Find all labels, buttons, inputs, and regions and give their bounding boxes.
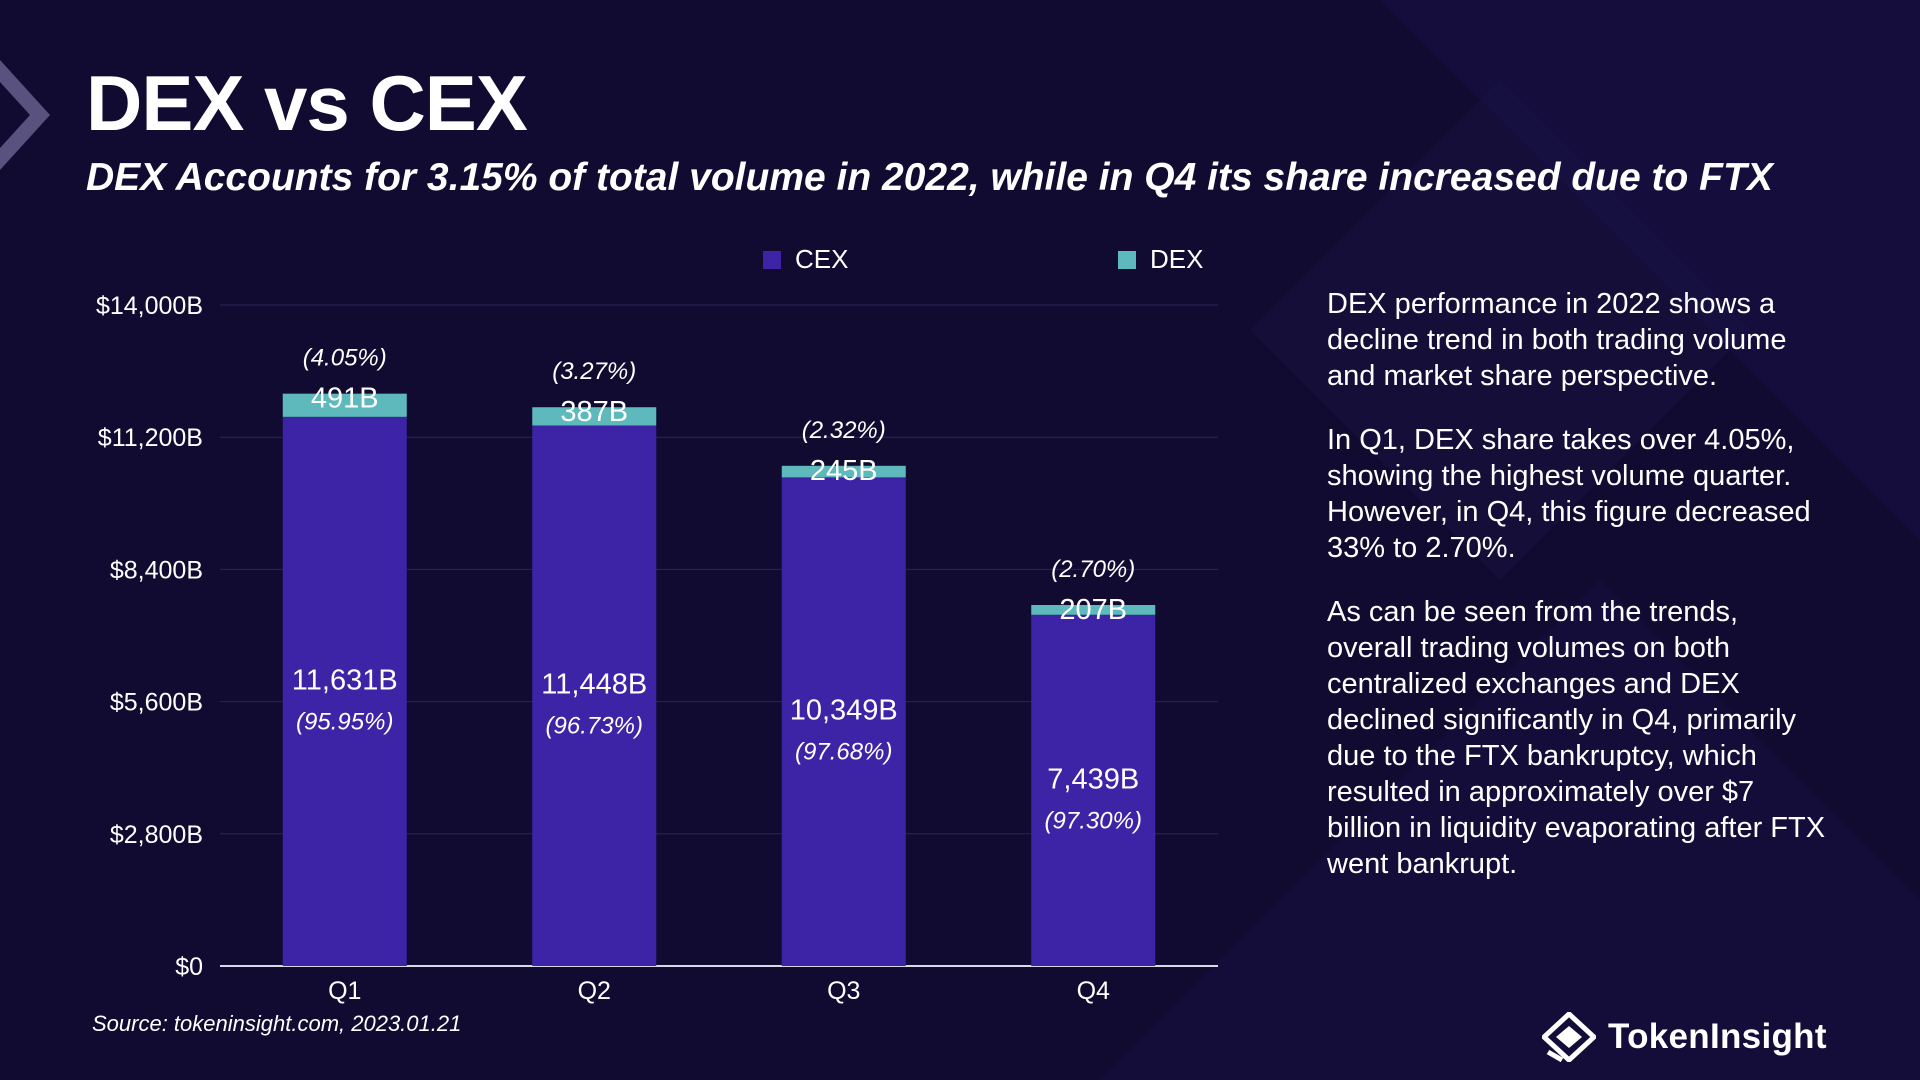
legend-swatch-cex [763, 250, 781, 269]
data-label-cex-share: (97.30%) [1045, 807, 1142, 834]
bar-dex [532, 407, 657, 426]
data-label-cex-value: 7,439B [1047, 763, 1139, 795]
y-tick-label: $14,000B [96, 292, 203, 320]
legend-item-cex: CEX [763, 244, 848, 275]
bar-cex [282, 416, 407, 966]
legend-label-dex: DEX [1150, 244, 1204, 274]
data-label-cex-value: 11,448B [541, 669, 647, 701]
data-label-dex-share: (2.70%) [1051, 556, 1135, 583]
page-subtitle: DEX Accounts for 3.15% of total volume i… [86, 156, 1773, 199]
bar-cex [1031, 614, 1156, 966]
chevron-decoration-icon [0, 60, 50, 170]
insights-panel: DEX performance in 2022 shows a decline … [1327, 286, 1827, 910]
data-label-dex-value: 245B [810, 455, 878, 487]
bar-cex [781, 477, 906, 966]
legend-item-dex: DEX [1118, 244, 1203, 275]
y-tick-label: $2,800B [110, 821, 203, 849]
legend-label-cex: CEX [795, 244, 849, 274]
x-tick-label: Q4 [1077, 977, 1110, 1005]
y-tick-label: $11,200B [98, 424, 203, 452]
x-tick-label: Q3 [827, 977, 860, 1005]
data-label-dex-share: (3.27%) [552, 358, 636, 385]
source-note: Source: tokeninsight.com, 2023.01.21 [92, 1011, 462, 1036]
bar-dex [282, 393, 407, 417]
data-label-dex-value: 207B [1059, 594, 1127, 626]
y-tick-label: $5,600B [110, 689, 203, 717]
y-tick-label: $0 [175, 953, 203, 981]
x-tick-label: Q2 [578, 977, 611, 1005]
stacked-bar-chart: $0 $2,800B $5,600B $8,400B $11,200B $14,000B 1… [96, 292, 1218, 1005]
data-label-dex-value: 387B [560, 396, 628, 428]
legend-swatch-dex [1118, 250, 1136, 269]
data-label-dex-share: (2.32%) [802, 417, 886, 444]
chart-legend: CEX DEX [0, 244, 1920, 280]
data-label-cex-share: (97.68%) [795, 739, 892, 766]
y-tick-label: $8,400B [110, 556, 203, 584]
insight-paragraph-3: As can be seen from the trends, overall … [1327, 596, 1826, 880]
data-label-dex-share: (4.05%) [303, 345, 387, 372]
tokeninsight-logo-icon [1542, 1012, 1596, 1062]
data-label-cex-value: 11,631B [292, 664, 398, 696]
data-label-cex-share: (96.73%) [546, 713, 643, 740]
x-tick-label: Q1 [328, 977, 361, 1005]
brand-name: TokenInsight [1608, 1017, 1827, 1056]
bar-dex [1031, 604, 1156, 615]
bar-cex [532, 425, 657, 966]
brand: TokenInsight [1542, 1012, 1827, 1062]
data-label-cex-value: 10,349B [790, 695, 898, 727]
insight-paragraph-1: DEX performance in 2022 shows a decline … [1327, 288, 1787, 392]
data-label-dex-value: 491B [311, 383, 379, 415]
bar-dex [781, 465, 906, 478]
data-label-cex-share: (95.95%) [296, 708, 393, 735]
page-title: DEX vs CEX [86, 59, 528, 147]
insight-paragraph-2: In Q1, DEX share takes over 4.05%, showi… [1327, 424, 1811, 564]
